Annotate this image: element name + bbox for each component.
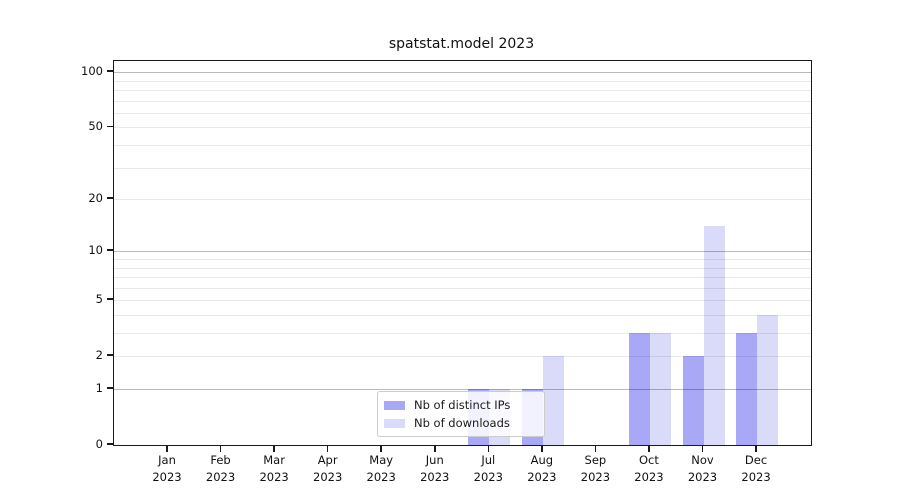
- x-tick-label: Apr 2023: [313, 453, 343, 484]
- legend-label-downloads: Nb of downloads: [414, 416, 510, 430]
- gridline-major: [114, 389, 811, 390]
- x-tick-mark: [219, 446, 222, 452]
- x-tick-label: Jun 2023: [420, 453, 450, 484]
- gridline-minor: [114, 258, 811, 260]
- y-tick-label: 0: [95, 437, 103, 451]
- x-tick-label: Dec 2023: [741, 453, 771, 484]
- bar-downloads: [542, 356, 564, 445]
- y-tick-mark: [107, 197, 113, 199]
- y-tick-label: 10: [88, 243, 103, 258]
- y-tick-mark: [107, 387, 113, 389]
- x-tick-label: Aug 2023: [527, 453, 557, 484]
- bar-distinct-ips: [682, 356, 704, 445]
- y-tick-mark: [107, 298, 113, 301]
- x-tick-mark: [326, 446, 329, 452]
- gridline-minor: [114, 145, 811, 146]
- gridline-minor: [114, 127, 811, 129]
- bar-distinct-ips: [736, 333, 758, 445]
- x-tick-label: Sep 2023: [580, 453, 611, 484]
- legend-item-distinct-ips: Nb of distinct IPs: [384, 398, 538, 412]
- x-tick-label: Mar 2023: [259, 453, 289, 484]
- x-tick-mark: [541, 446, 543, 452]
- bar-distinct-ips: [628, 333, 650, 445]
- chart-title: spatstat.model 2023: [388, 36, 535, 52]
- x-tick-mark: [594, 446, 597, 452]
- y-tick-label: 20: [88, 191, 103, 206]
- x-tick-mark: [166, 446, 168, 452]
- y-tick-label: 1: [95, 381, 103, 395]
- bar-downloads: [703, 226, 725, 445]
- y-tick-mark: [107, 443, 113, 445]
- x-tick-label: May 2023: [366, 453, 396, 484]
- x-tick-label: Feb 2023: [205, 453, 236, 484]
- gridline-minor: [114, 199, 811, 201]
- gridline-minor: [114, 80, 811, 82]
- y-tick-mark: [107, 70, 113, 72]
- gridline-minor: [114, 112, 811, 114]
- gridline-minor: [114, 300, 811, 302]
- legend-label-distinct-ips: Nb of distinct IPs: [414, 398, 511, 412]
- x-tick-mark: [755, 446, 757, 452]
- gridline-minor: [114, 333, 811, 334]
- gridline-major: [114, 251, 811, 253]
- plot-area: [113, 60, 812, 446]
- bar-downloads: [649, 333, 671, 445]
- gridline-minor: [114, 287, 811, 289]
- legend: Nb of distinct IPs Nb of downloads: [377, 391, 545, 437]
- gridline-minor: [114, 314, 811, 316]
- bars-layer: [114, 61, 811, 445]
- x-tick-mark: [433, 446, 436, 452]
- legend-swatch-downloads-icon: [384, 418, 405, 428]
- x-tick-label: Oct 2023: [634, 453, 664, 484]
- y-tick-mark: [107, 249, 113, 252]
- gridline-minor: [114, 277, 811, 279]
- x-tick-label: Nov 2023: [687, 453, 718, 484]
- legend-swatch-distinct-ips-icon: [384, 400, 405, 410]
- x-tick-label: Jul 2023: [473, 453, 503, 484]
- y-tick-label: 100: [81, 64, 103, 79]
- y-tick-label: 2: [95, 348, 103, 363]
- gridline-minor: [114, 100, 811, 102]
- x-tick-mark: [380, 446, 382, 452]
- gridline-minor: [114, 356, 811, 358]
- x-tick-mark: [487, 446, 490, 452]
- y-tick-label: 5: [95, 292, 103, 307]
- x-tick-mark: [273, 446, 275, 452]
- y-tick-mark: [107, 354, 113, 357]
- legend-item-downloads: Nb of downloads: [384, 416, 538, 430]
- x-tick-mark: [701, 446, 704, 452]
- x-tick-label: Jan 2023: [152, 453, 182, 484]
- gridline-major: [114, 72, 811, 74]
- gridline-minor: [114, 167, 811, 169]
- y-tick-label: 50: [88, 119, 103, 134]
- gridline-minor: [114, 267, 811, 269]
- y-tick-mark: [107, 125, 113, 128]
- bar-downloads: [757, 314, 779, 445]
- gridline-minor: [114, 90, 811, 91]
- x-tick-mark: [648, 446, 650, 452]
- gridlines-layer: [114, 61, 811, 445]
